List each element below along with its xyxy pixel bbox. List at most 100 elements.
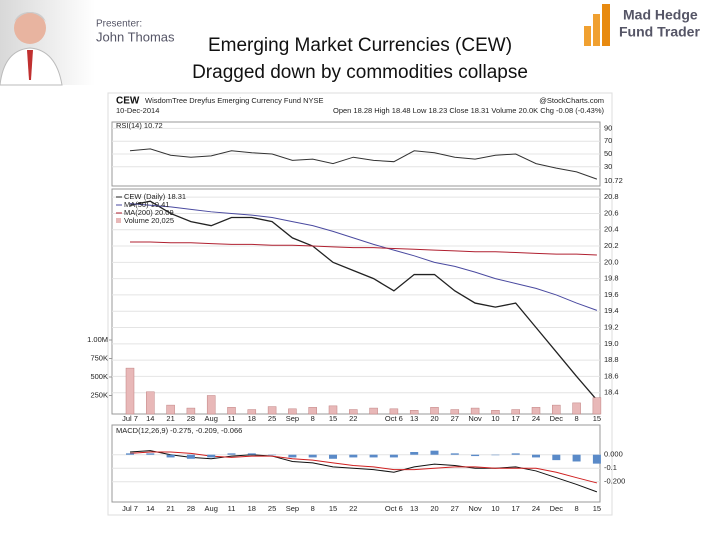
histogram-bar (592, 454, 601, 464)
y-tick-label: 1.00M (87, 335, 108, 344)
x-tick-label: 13 (410, 414, 418, 423)
volume-bar (166, 404, 175, 415)
x-tick-label: Jul 7 (122, 414, 138, 423)
histogram-bar (572, 454, 581, 462)
x-tick-label: 13 (410, 504, 418, 513)
histogram-bar (329, 454, 337, 459)
x-tick-label: 8 (575, 504, 579, 513)
line (129, 200, 598, 401)
histogram-bar (532, 454, 540, 458)
x-tick-label: Dec (550, 504, 564, 513)
volume-bar (409, 410, 419, 415)
x-tick-label: Oct 6 (385, 504, 403, 513)
quote: Open 18.28 High 18.48 Low 18.23 Close 18… (333, 106, 605, 115)
x-tick-label: 11 (228, 504, 236, 513)
volume-bar (288, 408, 297, 415)
title: Emerging Market Currencies (CEW) (208, 35, 512, 56)
histogram-bar (552, 454, 561, 461)
rsi-title: RSI(14) 10.72 (116, 121, 163, 130)
x-tick-label: 21 (166, 414, 174, 423)
volume-bar (450, 409, 460, 415)
logo-text: Mad Hedge (623, 7, 698, 23)
x-tick-label: 17 (512, 504, 520, 513)
y-tick-label: 20.0 (604, 257, 619, 266)
subtitle: Dragged down by commodities collapse (192, 62, 528, 83)
source: @StockCharts.com (539, 96, 604, 105)
y-tick-label: -0.200 (604, 477, 625, 486)
histogram-bar (471, 454, 480, 457)
logo: Mad Hedge Fund Trader (584, 4, 700, 46)
x-tick-label: 20 (430, 504, 438, 513)
volume-bar (470, 407, 480, 415)
y-tick-label: 18.8 (604, 355, 619, 364)
histogram-bar (288, 454, 297, 458)
x-tick-label: 24 (532, 504, 540, 513)
x-tick-label: 27 (451, 414, 459, 423)
x-tick-label: 15 (593, 504, 601, 513)
presenter-label: Presenter: (96, 19, 142, 30)
y-tick-label: 19.0 (604, 339, 619, 348)
x-tick-label: Jul 7 (122, 504, 138, 513)
x-tick-label: Sep (286, 414, 299, 423)
histogram-bar (511, 453, 520, 455)
y-tick-label: 20.2 (604, 241, 619, 250)
volume-bar (267, 406, 277, 415)
x-tick-label: 8 (575, 414, 579, 423)
symbol: CEW (116, 96, 140, 107)
histogram-bar (186, 454, 195, 459)
x-tick-label: Oct 6 (385, 414, 403, 423)
y-tick-label: 18.6 (604, 371, 619, 380)
x-tick-label: 8 (311, 414, 315, 423)
histogram-bar (207, 454, 216, 458)
volume-bar (308, 407, 317, 415)
y-tick-label: 50 (604, 149, 612, 158)
y-tick-label: -0.1 (604, 463, 617, 472)
y-tick-label: 250K (90, 390, 108, 399)
legend-entry: Volume 20,025 (124, 216, 174, 225)
x-tick-label: 15 (329, 414, 337, 423)
histogram-bar (227, 453, 236, 455)
y-tick-label: 20.8 (604, 192, 619, 201)
logo-bar (584, 26, 591, 46)
volume-bar (572, 402, 581, 415)
x-tick-label: Dec (550, 414, 564, 423)
y-tick-label: 19.6 (604, 290, 619, 299)
date: 10-Dec-2014 (116, 106, 159, 115)
x-tick-label: 22 (349, 504, 357, 513)
y-tick-label: 0.000 (604, 450, 623, 459)
y-tick-label: 18.4 (604, 388, 619, 397)
volume-bar (592, 397, 602, 415)
histogram-bar (166, 454, 175, 458)
x-tick-label: 22 (349, 414, 357, 423)
volume-bar (349, 409, 358, 415)
x-tick-label: 27 (451, 504, 459, 513)
x-tick-label: 18 (248, 414, 256, 423)
x-tick-label: 24 (532, 414, 540, 423)
volume-bar (369, 407, 378, 415)
logo-bar (602, 4, 610, 46)
legend-entry: CEW (Daily) 18.31 (124, 192, 186, 201)
x-tick-label: 28 (187, 414, 195, 423)
chart-frame (107, 92, 613, 516)
photo-hair (14, 12, 46, 22)
line (129, 450, 598, 493)
y-tick-label: 19.2 (604, 323, 619, 332)
x-tick-label: Aug (205, 504, 218, 513)
volume-bar (186, 407, 196, 415)
macd-title: MACD(12,26,9) -0.275, -0.209, -0.066 (116, 426, 242, 435)
histogram-bar (146, 453, 155, 455)
x-tick-label: Aug (205, 414, 218, 423)
histogram-bar (308, 454, 317, 458)
y-tick-label: 90 (604, 123, 612, 132)
x-tick-label: Nov (468, 504, 482, 513)
volume-bar (552, 404, 561, 415)
volume-bar (227, 407, 236, 415)
presenter-name: John Thomas (96, 29, 175, 44)
x-tick-label: 18 (248, 504, 256, 513)
histogram-bar (247, 453, 256, 455)
x-tick-label: 15 (329, 504, 337, 513)
y-tick-label: 30 (604, 162, 612, 171)
x-tick-label: 25 (268, 414, 276, 423)
